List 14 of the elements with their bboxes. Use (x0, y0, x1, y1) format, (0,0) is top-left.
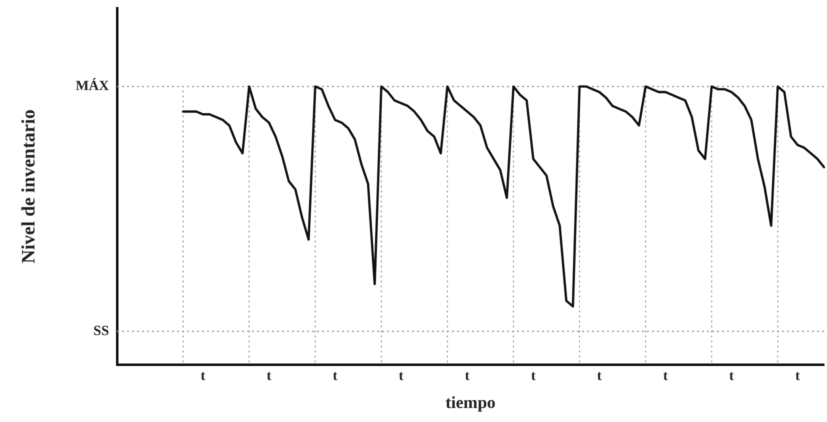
x-tick-label: t (795, 368, 800, 384)
x-tick-label: t (663, 368, 668, 384)
x-tick-label: t (398, 368, 404, 384)
x-tick-label: t (597, 368, 602, 384)
x-tick-label: t (464, 368, 470, 384)
y-axis-title: Nivel de inventario (18, 109, 40, 264)
x-tick-label: t (729, 368, 734, 384)
x-axis-title: tiempo (445, 393, 496, 412)
ref-line-label: SS (93, 324, 110, 340)
x-tick-label: t (266, 368, 272, 384)
ref-line-label: MÁX (76, 77, 109, 94)
x-tick-label: t (332, 368, 338, 384)
x-tick-label: t (530, 368, 536, 384)
x-tick-label: t (200, 368, 206, 384)
